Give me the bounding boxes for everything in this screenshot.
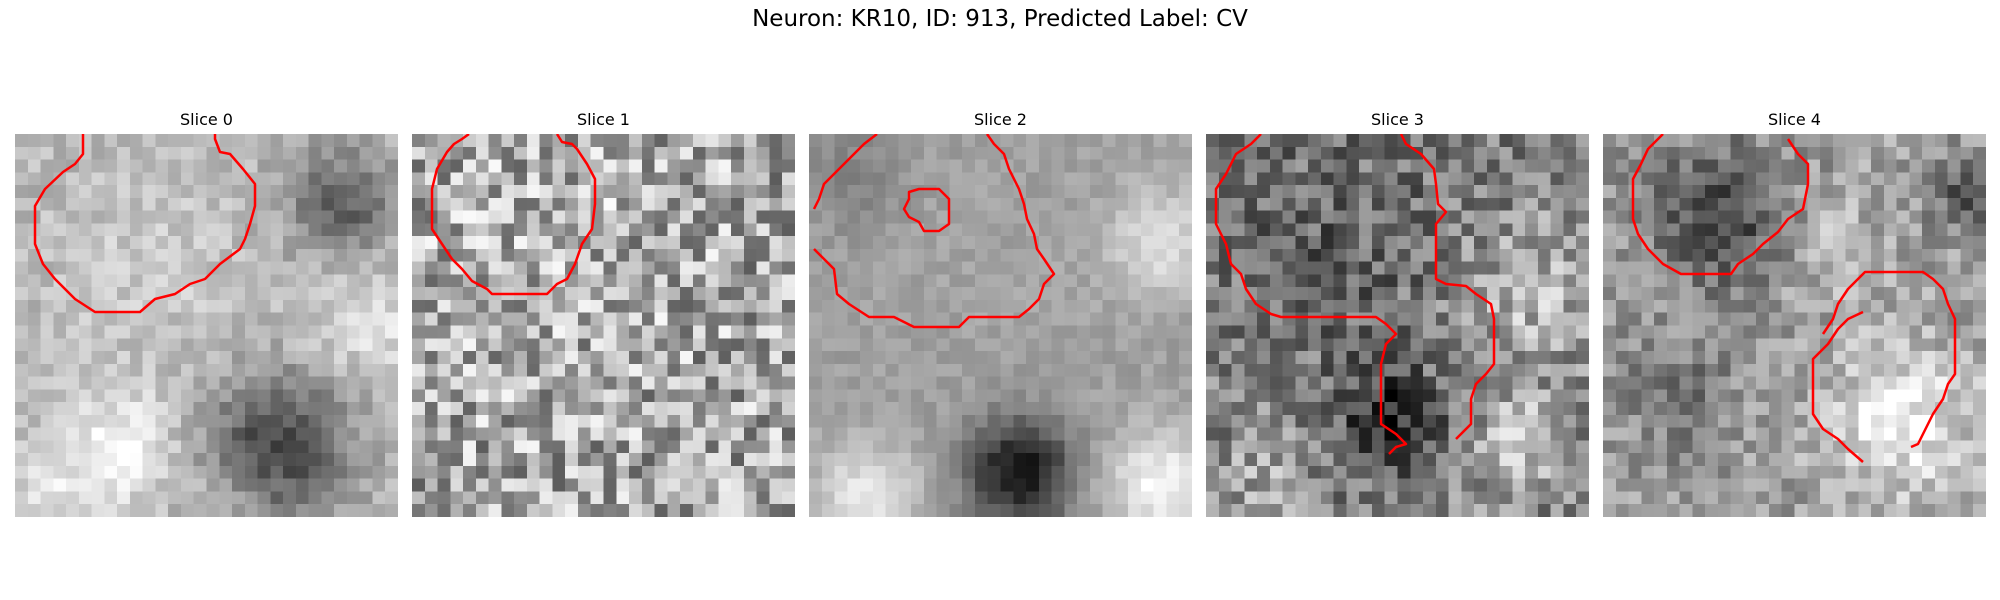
slice-title-4: Slice 4	[1768, 110, 1821, 129]
slice-panel-0: Slice 0	[15, 110, 398, 517]
slice-panel-1: Slice 1	[412, 110, 795, 517]
segmentation-contour	[812, 134, 878, 210]
slice-svg-1	[412, 134, 795, 517]
slice-image-1	[412, 134, 795, 517]
grayscale-pixels	[412, 134, 795, 517]
segmentation-contour	[813, 134, 1056, 329]
segmentation-contour	[1811, 310, 1864, 463]
slice-svg-2	[809, 134, 1192, 517]
slice-panel-3: Slice 3	[1206, 110, 1589, 517]
slice-image-4	[1603, 134, 1986, 517]
slice-panel-4: Slice 4	[1603, 110, 1986, 517]
grayscale-pixels	[15, 134, 398, 517]
segmentation-contour	[1821, 270, 1957, 449]
segmentation-contour	[430, 134, 597, 296]
grayscale-pixels	[1206, 134, 1589, 517]
slice-svg-0	[15, 134, 398, 517]
slice-image-0	[15, 134, 398, 517]
slice-svg-3	[1206, 134, 1589, 517]
slice-panel-2: Slice 2	[809, 110, 1192, 517]
slice-title-2: Slice 2	[974, 110, 1027, 129]
segmentation-contour	[33, 134, 257, 314]
slice-title-0: Slice 0	[180, 110, 233, 129]
slice-image-3	[1206, 134, 1589, 517]
slice-image-2	[809, 134, 1192, 517]
grayscale-pixels	[809, 134, 1192, 517]
slice-svg-4	[1603, 134, 1986, 517]
figure-title: Neuron: KR10, ID: 913, Predicted Label: …	[752, 6, 1248, 32]
segmentation-contour	[1631, 134, 1810, 276]
segmentation-contour	[1399, 134, 1496, 440]
segmentation-contour	[902, 187, 951, 233]
grayscale-pixels	[1603, 134, 1986, 517]
slice-title-3: Slice 3	[1371, 110, 1424, 129]
slice-title-1: Slice 1	[577, 110, 630, 129]
segmentation-contour	[1214, 134, 1408, 455]
